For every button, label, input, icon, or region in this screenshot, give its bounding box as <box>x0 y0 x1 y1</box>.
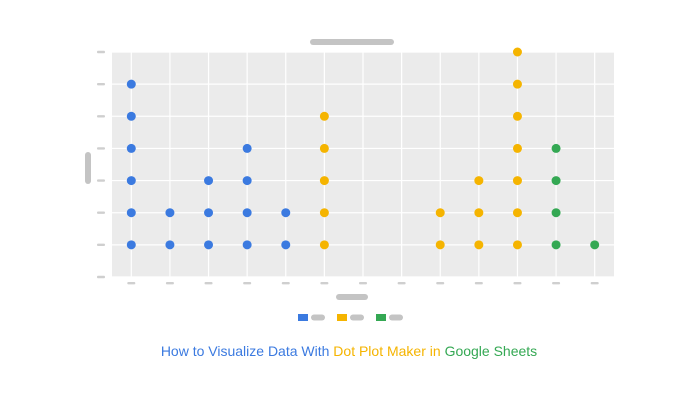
x-tick-label-placeholder <box>165 282 174 285</box>
data-point <box>319 176 329 186</box>
data-point <box>204 176 214 186</box>
data-point <box>590 240 600 250</box>
chart-title-placeholder <box>310 39 394 45</box>
data-point <box>474 208 484 218</box>
data-points <box>126 47 600 250</box>
data-point <box>551 208 561 218</box>
x-tick-label-placeholder <box>513 282 522 285</box>
data-point <box>319 208 329 218</box>
data-point <box>435 240 445 250</box>
data-point <box>204 208 214 218</box>
data-point <box>512 208 522 218</box>
data-point <box>165 208 175 218</box>
x-tick-label-placeholder <box>590 282 599 285</box>
data-point <box>512 240 522 250</box>
data-point <box>204 240 214 250</box>
y-tick-label-placeholder <box>97 211 105 214</box>
data-point <box>512 47 522 57</box>
legend-label-placeholder <box>389 314 403 321</box>
data-point <box>319 240 329 250</box>
x-tick-label-placeholder <box>436 282 445 285</box>
data-point <box>281 208 291 218</box>
caption-part-1: How to Visualize Data With <box>160 343 334 359</box>
data-point <box>551 240 561 250</box>
data-point <box>242 176 252 186</box>
data-point <box>126 240 136 250</box>
y-tick-label-placeholder <box>97 50 105 54</box>
x-axis-ticks <box>127 282 599 285</box>
data-point <box>474 176 484 186</box>
y-axis-label-placeholder <box>85 152 91 184</box>
data-point <box>319 111 329 121</box>
y-tick-label-placeholder <box>97 147 105 150</box>
data-point <box>281 240 291 250</box>
data-point <box>126 111 136 121</box>
x-tick-label-placeholder <box>320 282 329 285</box>
x-axis-label-placeholder <box>336 294 368 300</box>
x-tick-label-placeholder <box>204 282 213 285</box>
x-tick-label-placeholder <box>281 282 290 285</box>
x-tick-label-placeholder <box>552 282 561 285</box>
dot-plot-chart <box>85 39 614 321</box>
x-tick-label-placeholder <box>397 282 406 285</box>
legend-label-placeholder <box>350 314 364 321</box>
legend-swatch <box>298 314 308 321</box>
y-tick-label-placeholder <box>97 82 105 86</box>
y-tick-label-placeholder <box>97 243 105 247</box>
y-tick-label-placeholder <box>97 179 105 182</box>
legend-swatch <box>376 314 386 321</box>
caption: How to Visualize Data With Dot Plot Make… <box>0 343 698 359</box>
data-point <box>551 176 561 186</box>
data-point <box>319 143 329 153</box>
data-point <box>126 176 136 186</box>
x-tick-label-placeholder <box>474 282 483 285</box>
data-point <box>512 111 522 121</box>
legend-swatch <box>337 314 347 321</box>
data-point <box>512 176 522 186</box>
data-point <box>551 143 561 153</box>
x-tick-label-placeholder <box>127 282 136 285</box>
legend-label-placeholder <box>311 314 325 321</box>
data-point <box>126 79 136 89</box>
data-point <box>242 143 252 153</box>
data-point <box>474 240 484 250</box>
data-point <box>512 79 522 89</box>
caption-part-3: Google Sheets <box>444 343 538 359</box>
y-tick-label-placeholder <box>97 115 105 118</box>
x-tick-label-placeholder <box>243 282 252 285</box>
data-point <box>165 240 175 250</box>
y-axis-ticks <box>97 50 105 279</box>
data-point <box>242 240 252 250</box>
x-tick-label-placeholder <box>359 282 367 285</box>
data-point <box>512 143 522 153</box>
gridlines <box>112 51 614 278</box>
data-point <box>126 143 136 153</box>
data-point <box>242 208 252 218</box>
legend <box>298 314 403 321</box>
data-point <box>126 208 136 218</box>
y-tick-label-placeholder <box>97 275 105 279</box>
caption-part-2: Dot Plot Maker in <box>333 343 445 359</box>
data-point <box>435 208 445 218</box>
